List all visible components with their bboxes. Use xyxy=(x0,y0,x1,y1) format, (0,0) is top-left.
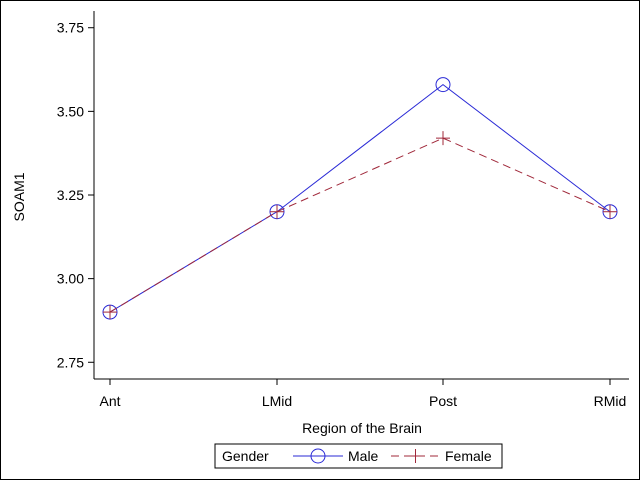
y-tick-label: 2.75 xyxy=(57,354,84,370)
y-tick-label: 3.00 xyxy=(57,271,84,287)
series-male xyxy=(102,77,618,320)
x-tick-label: Post xyxy=(429,393,457,409)
legend-item-female: Female xyxy=(391,448,492,464)
axes xyxy=(93,11,629,380)
legend-items: Male Female xyxy=(293,448,492,464)
x-axis-title: Region of the Brain xyxy=(302,420,422,436)
legend-box xyxy=(214,443,503,469)
y-tick-label: 3.25 xyxy=(57,187,84,203)
y-axis-title: SOAM1 xyxy=(11,172,27,221)
x-tick-label: LMid xyxy=(262,393,292,409)
y-tick-label: 3.75 xyxy=(57,20,84,36)
data-point-female-ant xyxy=(103,305,117,320)
series-layer xyxy=(102,77,618,320)
legend-marker-female xyxy=(408,449,423,463)
legend-label-male: Male xyxy=(348,448,379,464)
series-line-male xyxy=(109,83,611,313)
legend-marker-male xyxy=(310,448,326,464)
x-axis-ticks: Ant LMid Post RMid xyxy=(99,379,626,409)
x-tick-label: RMid xyxy=(594,393,627,409)
data-point-female-post xyxy=(436,131,450,146)
series-female xyxy=(103,131,617,320)
y-tick-label: 3.50 xyxy=(57,103,84,119)
data-point-male-post xyxy=(435,77,451,93)
legend: Gender Male Female xyxy=(214,443,503,469)
legend-title: Gender xyxy=(222,448,269,464)
legend-item-male: Male xyxy=(293,448,379,464)
data-point-female-lmid xyxy=(270,204,284,219)
series-line-female xyxy=(109,137,611,313)
y-axis-ticks: 2.75 3.00 3.25 3.50 3.75 xyxy=(57,20,94,370)
data-point-female-rmid xyxy=(603,204,617,219)
legend-label-female: Female xyxy=(445,448,492,464)
x-tick-label: Ant xyxy=(99,393,120,409)
